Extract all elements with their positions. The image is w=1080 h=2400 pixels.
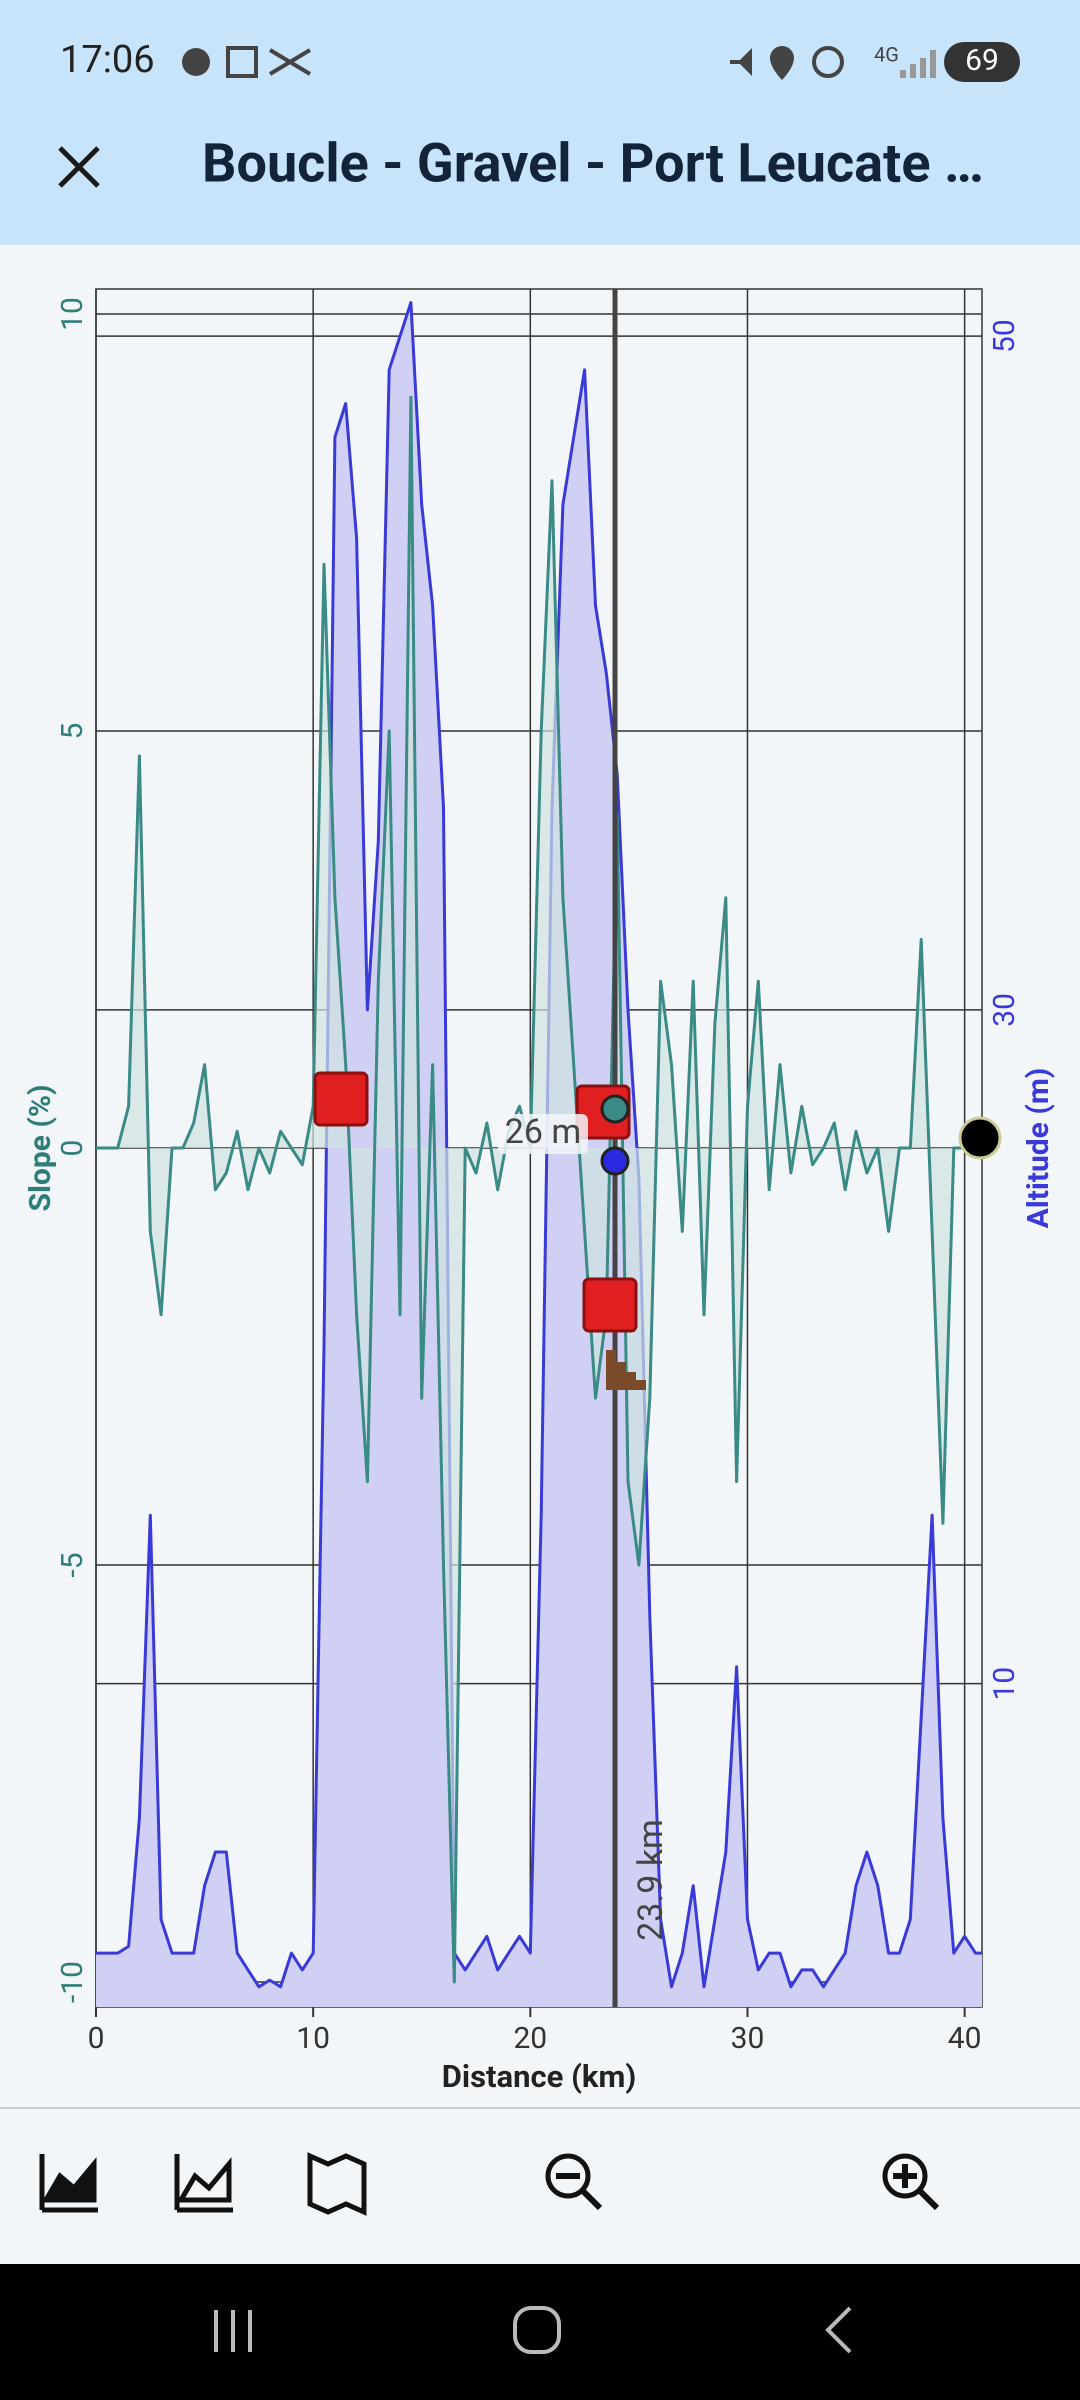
annotation-bg	[498, 1114, 588, 1154]
profile-layers-button[interactable]	[174, 2154, 233, 2213]
zoom-in-button[interactable]	[882, 2153, 940, 2211]
signal-icon	[900, 50, 936, 78]
hiker-icon	[606, 1350, 646, 1390]
y2-tick-label: 10	[987, 1667, 1022, 1701]
end-marker	[958, 1116, 1002, 1160]
toolbar-icons	[39, 2152, 940, 2216]
y-tick-label: -10	[55, 1961, 90, 2003]
y-tick-label: 0	[55, 1140, 90, 1157]
app-bar-bg	[0, 0, 1080, 245]
x-tick-label: 20	[513, 2021, 547, 2056]
y2-tick-label: 30	[987, 993, 1022, 1027]
y-axis-label: Slope (%)	[23, 1084, 58, 1211]
y2-axis-label: Altitude (m)	[1021, 1068, 1056, 1229]
cloud-icon	[182, 48, 210, 76]
chart: 0 10 20 30 40 -10 -5 0 5 10 10 30 50 Distance (km) Slo…	[23, 288, 1056, 2095]
map-button[interactable]	[307, 2152, 367, 2216]
nav-recents[interactable]	[214, 2310, 252, 2352]
battery-level: 69	[965, 43, 999, 78]
location-icon	[770, 46, 794, 80]
profile-settings-button[interactable]	[39, 2154, 98, 2213]
nav-home[interactable]	[513, 2306, 561, 2354]
y-tick-label: 10	[55, 297, 90, 331]
misc-icon	[268, 48, 312, 76]
cursor-label: 23.9 km	[631, 1819, 671, 1941]
battery	[944, 42, 1020, 82]
hotspot-icon	[812, 46, 844, 78]
line	[96, 301, 982, 1989]
close-button[interactable]	[58, 146, 100, 188]
line	[96, 395, 982, 1984]
waypoint-marker[interactable]	[313, 1071, 369, 1127]
status-time: 17:06	[60, 38, 155, 82]
waypoints	[313, 1071, 1002, 1390]
waypoint-marker[interactable]	[582, 1277, 638, 1333]
x-tick-label: 0	[88, 2021, 105, 2056]
toolbar	[0, 2108, 1080, 2264]
x-axis-label: Distance (km)	[442, 2058, 636, 2095]
x-tick-label: 10	[296, 2021, 330, 2056]
cursor-slope-dot	[600, 1094, 630, 1124]
nav-back[interactable]	[825, 2306, 852, 2354]
zoom-out-button[interactable]	[545, 2153, 603, 2211]
nav-bar	[0, 2264, 1080, 2400]
annotation: 26 m	[505, 1112, 581, 1152]
app-title: Boucle - Gravel - Port Leucate …	[202, 132, 984, 195]
y-tick-label: 5	[55, 723, 90, 740]
cursor-altitude-dot	[600, 1146, 630, 1176]
screenshot-icon	[226, 46, 258, 78]
y-tick-label: -5	[55, 1552, 90, 1577]
x-tick-label: 40	[948, 2021, 982, 2056]
network-icon: 4G	[874, 42, 899, 66]
x-tick-label: 30	[731, 2021, 765, 2056]
mute-icon	[728, 48, 752, 76]
y2-tick-label: 50	[987, 319, 1022, 353]
status-icons: 4G	[182, 42, 936, 80]
area	[96, 302, 982, 2007]
